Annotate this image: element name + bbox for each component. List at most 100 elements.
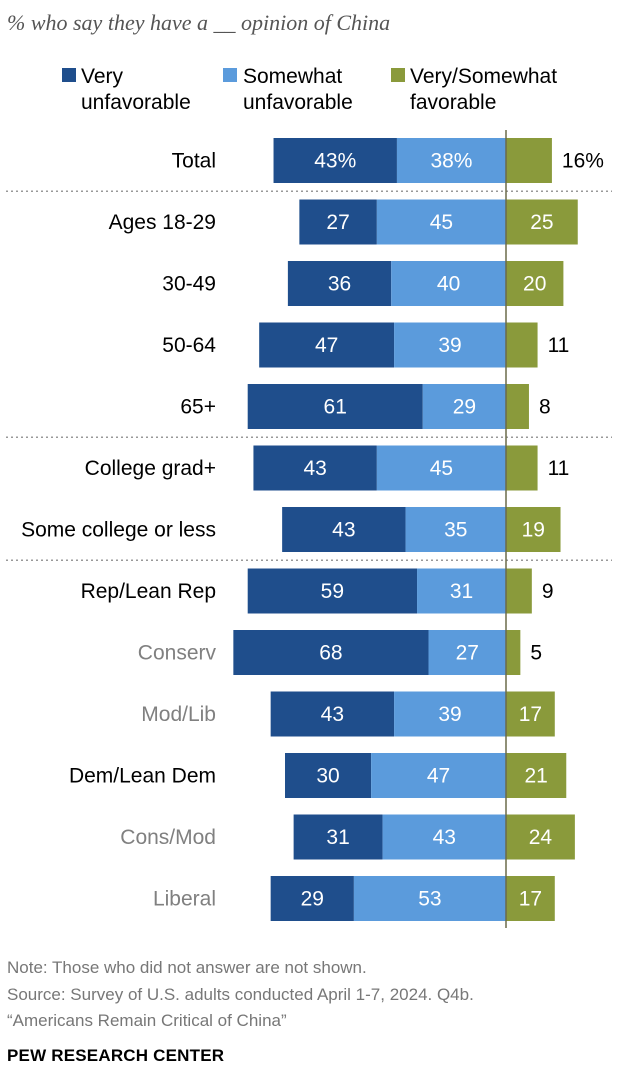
data-label-somewhat-unfavorable: 29 [453, 396, 476, 419]
data-label-somewhat-unfavorable: 35 [444, 519, 467, 542]
bar-somewhat-unfavorable [376, 199, 506, 245]
data-label-favorable: 17 [519, 888, 542, 911]
data-label-very-unfavorable: 43 [321, 703, 344, 726]
legend-label: favorable [410, 91, 497, 114]
bar-favorable [506, 753, 567, 798]
category-label: College grad+ [85, 457, 216, 480]
legend-swatch-favorable [391, 68, 405, 82]
bar-favorable [506, 814, 575, 860]
legend-somewhat-unfavorable: Somewhat unfavorable [243, 64, 353, 116]
category-label: 30-49 [162, 273, 216, 296]
data-label-somewhat-unfavorable: 39 [438, 703, 461, 726]
data-label-somewhat-unfavorable: 45 [430, 457, 453, 480]
source-text: Source: Survey of U.S. adults conducted … [7, 985, 474, 1004]
bar-very-unfavorable [270, 876, 354, 921]
bar-favorable [506, 384, 529, 429]
legend-label: unfavorable [81, 91, 191, 114]
note-text: Note: Those who did not answer are not s… [7, 958, 367, 977]
bar-favorable [506, 445, 538, 491]
legend-swatch-very-unfavorable [62, 68, 76, 82]
category-label: Mod/Lib [141, 703, 216, 726]
bar-very-unfavorable [270, 691, 395, 737]
data-label-somewhat-unfavorable: 45 [430, 211, 453, 234]
data-label-favorable: 24 [529, 826, 553, 849]
data-label-somewhat-unfavorable: 27 [456, 642, 479, 665]
bar-favorable [506, 261, 564, 306]
bar-somewhat-unfavorable [353, 876, 506, 921]
data-label-somewhat-unfavorable: 53 [418, 888, 441, 911]
data-label-favorable: 19 [522, 519, 545, 542]
data-label-favorable: 11 [548, 457, 570, 480]
data-label-very-unfavorable: 61 [324, 396, 347, 419]
data-label-very-unfavorable: 47 [315, 334, 338, 357]
data-label-favorable: 9 [542, 580, 554, 603]
category-label: Cons/Mod [120, 826, 216, 849]
bar-very-unfavorable [247, 384, 423, 429]
legend-swatch-somewhat-unfavorable [223, 68, 237, 82]
bar-very-unfavorable [299, 199, 377, 245]
brand-logo-text: PEW RESEARCH CENTER [7, 1046, 225, 1065]
category-label: Total [172, 150, 216, 173]
data-label-somewhat-unfavorable: 40 [437, 273, 460, 296]
bar-somewhat-unfavorable [405, 507, 506, 552]
bar-favorable [506, 199, 578, 245]
data-label-somewhat-unfavorable: 31 [450, 580, 473, 603]
bar-very-unfavorable [285, 753, 372, 798]
category-label: Rep/Lean Rep [81, 580, 216, 603]
bar-somewhat-unfavorable [394, 322, 506, 368]
category-label: 65+ [180, 396, 216, 419]
legend-label: Very [81, 65, 124, 88]
legend-favorable: Very/Somewhat favorable [410, 64, 557, 116]
bar-very-unfavorable [247, 568, 418, 614]
data-label-very-unfavorable: 36 [328, 273, 351, 296]
data-label-favorable: 5 [530, 642, 542, 665]
bar-very-unfavorable [282, 507, 406, 552]
data-label-very-unfavorable: 68 [319, 642, 342, 665]
legend-very-unfavorable: Very unfavorable [81, 64, 191, 116]
category-label: Dem/Lean Dem [69, 765, 216, 788]
bar-favorable [506, 691, 555, 737]
bar-very-unfavorable [259, 322, 395, 368]
data-label-very-unfavorable: 31 [326, 826, 349, 849]
data-label-very-unfavorable: 43% [314, 150, 356, 173]
category-label: 50-64 [162, 334, 216, 357]
bar-somewhat-unfavorable [376, 445, 506, 491]
bar-favorable [506, 322, 538, 368]
bar-somewhat-unfavorable [391, 261, 506, 306]
bar-very-unfavorable [287, 261, 392, 306]
bar-favorable [506, 568, 532, 614]
bar-somewhat-unfavorable [394, 691, 506, 737]
data-label-favorable: 25 [530, 211, 553, 234]
diverging-bar-chart: Total 43% 38% 16% Ages 18-29 27 45 25 30-49 36 40 2… [6, 130, 612, 928]
bar-somewhat-unfavorable [422, 384, 506, 429]
data-label-somewhat-unfavorable: 38% [430, 150, 472, 173]
data-label-favorable: 21 [524, 765, 547, 788]
data-label-very-unfavorable: 43 [303, 457, 326, 480]
bar-favorable [506, 507, 561, 552]
data-label-somewhat-unfavorable: 47 [427, 765, 450, 788]
data-label-favorable: 20 [523, 273, 546, 296]
bar-very-unfavorable [273, 138, 397, 183]
legend-label: unfavorable [243, 91, 353, 114]
bar-somewhat-unfavorable [417, 568, 506, 614]
data-label-very-unfavorable: 30 [316, 765, 339, 788]
data-label-somewhat-unfavorable: 43 [433, 826, 456, 849]
bar-very-unfavorable [253, 445, 377, 491]
category-label: Ages 18-29 [109, 211, 216, 234]
report-title-text: “Americans Remain Critical of China” [7, 1011, 287, 1030]
category-label: Some college or less [21, 519, 216, 542]
category-label: Liberal [153, 888, 216, 911]
data-label-very-unfavorable: 27 [326, 211, 349, 234]
data-label-favorable: 16% [562, 150, 604, 173]
legend-label: Very/Somewhat [410, 65, 558, 88]
data-label-very-unfavorable: 43 [332, 519, 355, 542]
legend-label: Somewhat [243, 65, 343, 88]
bar-somewhat-unfavorable [382, 814, 506, 860]
bar-very-unfavorable [293, 814, 383, 860]
data-label-favorable: 11 [548, 334, 570, 357]
bar-favorable [506, 138, 552, 183]
data-label-very-unfavorable: 59 [321, 580, 344, 603]
data-label-favorable: 17 [519, 703, 542, 726]
bar-favorable [506, 876, 555, 921]
data-label-somewhat-unfavorable: 39 [438, 334, 461, 357]
